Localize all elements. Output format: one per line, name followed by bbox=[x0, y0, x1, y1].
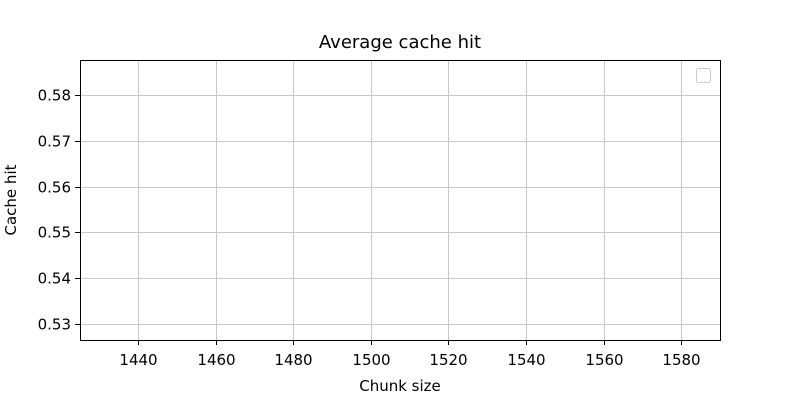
y-tick-label: 0.55 bbox=[38, 224, 71, 242]
y-axis-ticks: 0.53 0.54 0.55 0.56 0.57 0.58 bbox=[38, 87, 80, 334]
x-tick-label: 1560 bbox=[585, 351, 623, 369]
chart-title: Average cache hit bbox=[319, 32, 481, 53]
y-tick-label: 0.58 bbox=[38, 87, 71, 105]
grid bbox=[80, 60, 720, 340]
y-tick-label: 0.53 bbox=[38, 316, 71, 334]
x-tick-label: 1580 bbox=[662, 351, 700, 369]
x-tick-label: 1440 bbox=[119, 351, 157, 369]
y-tick-label: 0.54 bbox=[38, 270, 71, 288]
y-axis-label: Cache hit bbox=[2, 164, 20, 235]
plot-area-frame bbox=[80, 60, 721, 341]
y-tick-label: 0.57 bbox=[38, 133, 71, 151]
x-tick-label: 1480 bbox=[274, 351, 312, 369]
legend bbox=[696, 68, 711, 83]
x-tick-label: 1500 bbox=[352, 351, 390, 369]
x-axis-label: Chunk size bbox=[359, 377, 441, 395]
x-axis-ticks: 1440 1460 1480 1500 1520 1540 1560 1580 bbox=[119, 340, 701, 369]
y-tick-label: 0.56 bbox=[38, 179, 71, 197]
x-tick-label: 1520 bbox=[429, 351, 467, 369]
x-tick-label: 1460 bbox=[197, 351, 235, 369]
legend-box bbox=[696, 68, 711, 83]
x-tick-label: 1540 bbox=[507, 351, 545, 369]
